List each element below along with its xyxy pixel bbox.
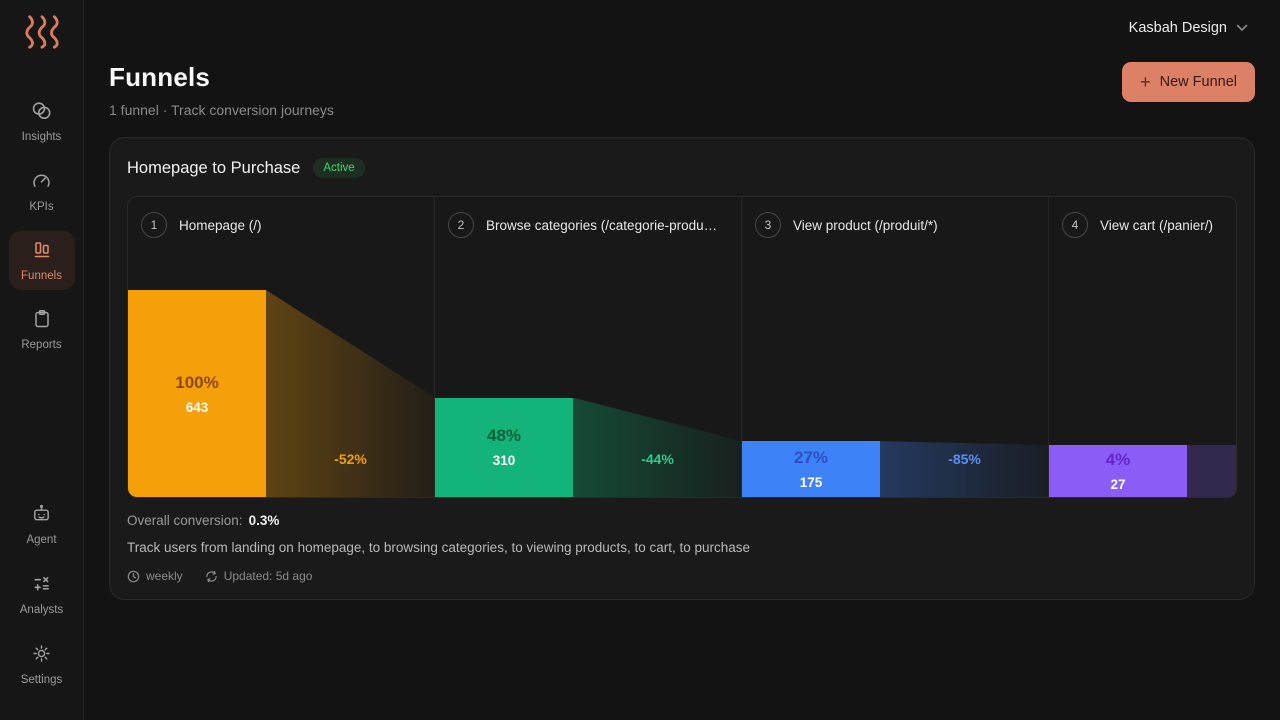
sidebar-item-label: Insights [21, 131, 62, 143]
funnel-bar-2[interactable]: 48% 310 [435, 397, 573, 497]
chevron-down-icon [1236, 24, 1248, 32]
funnel-step-label: View cart (/panier/) [1100, 217, 1214, 233]
page-title-block: Funnels 1 funnel · Track conversion jour… [109, 62, 334, 118]
overall-conversion-value: 0.3% [248, 513, 280, 528]
funnel-card-title: Homepage to Purchase [127, 158, 301, 177]
topbar: Kasbah Design [84, 0, 1280, 56]
funnel-step-number: 1 [141, 212, 167, 238]
funnel-bar-count: 175 [799, 475, 823, 491]
refresh-icon [205, 570, 217, 582]
agent-robot-icon [31, 503, 52, 529]
status-badge: Active [313, 158, 365, 178]
workspace-switcher[interactable]: Kasbah Design [1129, 20, 1248, 36]
funnel-column-divider [741, 197, 742, 497]
funnel-step-header-3: 3 View product (/produit/*) [755, 212, 1036, 238]
funnel-bar-pct: 27% [793, 448, 829, 468]
funnel-step-number: 2 [448, 212, 474, 238]
sidebar-item-label: Agent [26, 534, 57, 546]
funnel-chart: 1 Homepage (/) -52% 100% 643 2 Browse categori… [127, 196, 1237, 498]
funnel-bar-1[interactable]: 100% 643 [128, 290, 266, 497]
funnel-step-header-4: 4 View cart (/panier/) [1062, 212, 1223, 238]
app-logo[interactable] [23, 14, 61, 55]
frequency-label: weekly [146, 569, 183, 583]
overall-conversion-label: Overall conversion: [127, 513, 243, 528]
sidebar: Insights KPIs Funnels Reports [0, 0, 84, 720]
updated-label: Updated: 5d ago [223, 569, 313, 583]
workspace-name: Kasbah Design [1128, 20, 1227, 36]
sidebar-item-reports[interactable]: Reports [9, 300, 75, 359]
frequency-meta: weekly [127, 569, 183, 583]
funnel-bar-count: 643 [185, 399, 209, 415]
sidebar-item-agent[interactable]: Agent [9, 494, 75, 554]
funnel-tail [1187, 445, 1236, 497]
main-content: Kasbah Design Funnels 1 funnel · Track c… [84, 0, 1280, 720]
funnel-bar-count: 310 [492, 453, 516, 469]
sidebar-item-label: Reports [21, 339, 62, 351]
funnel-bar-pct: 48% [486, 426, 522, 446]
insights-icon [31, 100, 52, 126]
funnel-drop-label-3: -85% [948, 451, 981, 467]
funnel-step-label: Homepage (/) [179, 217, 262, 233]
sidebar-item-label: Funnels [21, 270, 62, 282]
sidebar-item-analysts[interactable]: Analysts [9, 564, 75, 624]
new-funnel-button[interactable]: + New Funnel [1122, 62, 1255, 102]
sidebar-item-settings[interactable]: Settings [9, 634, 75, 694]
new-funnel-button-label: New Funnel [1159, 74, 1237, 90]
sidebar-item-kpis[interactable]: KPIs [9, 161, 75, 221]
funnel-card[interactable]: Homepage to Purchase Active 1 Homepage (/… [109, 137, 1255, 600]
funnel-description: Track users from landing on homepage, to… [127, 540, 751, 555]
funnel-column-divider [1048, 197, 1049, 497]
funnel-bar-4[interactable]: 4% 27 [1049, 445, 1187, 497]
sidebar-item-label: KPIs [29, 201, 54, 213]
page-subtitle: 1 funnel · Track conversion journeys [109, 102, 334, 118]
funnel-step-number: 3 [755, 212, 781, 238]
settings-gear-icon [31, 643, 52, 669]
funnel-step-label: View product (/produit/*) [793, 217, 938, 233]
funnel-bar-count: 27 [1110, 477, 1126, 492]
reports-clipboard-icon [32, 309, 52, 334]
page-header: Funnels 1 funnel · Track conversion jour… [84, 56, 1280, 118]
funnel-step-header-1: 1 Homepage (/) [141, 212, 422, 238]
funnel-step-number: 4 [1062, 212, 1088, 238]
kpis-gauge-icon [31, 170, 52, 196]
funnel-bar-3[interactable]: 27% 175 [742, 441, 880, 497]
overall-conversion-row: Overall conversion: 0.3% [127, 513, 1237, 528]
sidebar-item-insights[interactable]: Insights [9, 91, 75, 151]
funnel-connector-3 [880, 441, 1049, 497]
funnel-card-header: Homepage to Purchase Active [127, 155, 1237, 178]
funnel-column-divider [434, 197, 435, 497]
funnel-step-label: Browse categories (/categorie-produ… [486, 217, 718, 233]
funnel-step-header-2: 2 Browse categories (/categorie-produ… [448, 212, 729, 238]
funnel-meta-row: weekly Updated: 5d ago [127, 569, 1237, 583]
updated-meta: Updated: 5d ago [205, 569, 313, 583]
sidebar-item-funnels[interactable]: Funnels [8, 231, 75, 290]
analysts-math-icon [31, 573, 52, 599]
page-title: Funnels [109, 62, 211, 92]
funnel-bar-pct: 4% [1105, 450, 1131, 469]
sidebar-item-label: Settings [20, 674, 63, 686]
clock-icon [127, 570, 140, 582]
sidebar-item-label: Analysts [19, 604, 64, 616]
funnel-drop-label-2: -44% [641, 451, 674, 467]
funnel-connector-2 [573, 397, 742, 497]
funnels-icon [32, 240, 52, 265]
funnel-drop-label-1: -52% [334, 451, 367, 467]
logo-waves-icon [24, 15, 59, 49]
funnel-bar-pct: 100% [175, 372, 219, 392]
plus-icon: + [1140, 72, 1151, 92]
